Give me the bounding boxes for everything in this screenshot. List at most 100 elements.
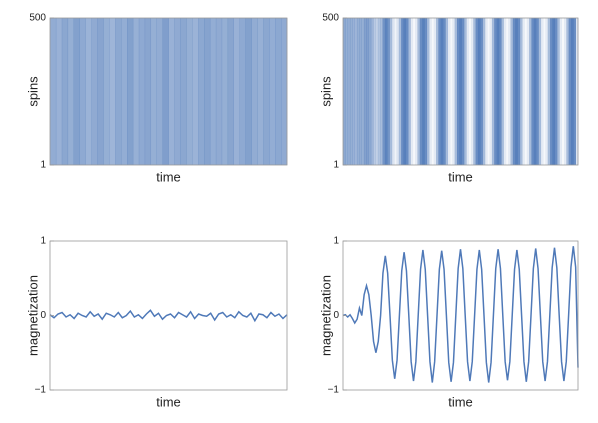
- spin-column: [398, 18, 402, 165]
- spin-column: [359, 18, 362, 165]
- spin-column: [91, 18, 98, 165]
- spin-column: [257, 18, 264, 165]
- spin-column: [557, 18, 560, 165]
- y-axis-label: spins: [318, 76, 333, 107]
- spin-column: [347, 18, 351, 165]
- spin-column: [156, 18, 163, 165]
- y-axis-label: magnetization: [318, 275, 333, 356]
- spin-column: [168, 18, 175, 165]
- spin-column: [401, 18, 404, 165]
- spin-column: [263, 18, 270, 165]
- spin-column: [375, 18, 379, 165]
- spin-column: [361, 18, 365, 165]
- spin-column: [61, 18, 69, 165]
- spin-column: [150, 18, 157, 165]
- spin-column: [443, 18, 446, 165]
- spin-column: [103, 18, 110, 165]
- y-tick-label: 0: [40, 310, 46, 321]
- spin-column: [561, 18, 565, 165]
- panel: 1 500 time spins: [25, 13, 288, 184]
- spin-column: [457, 18, 460, 165]
- y-tick-label: 1: [333, 160, 339, 171]
- y-tick-label: 1: [333, 236, 339, 247]
- y-axis-label: spins: [25, 76, 40, 107]
- spin-column: [573, 18, 576, 165]
- spin-column: [564, 18, 567, 165]
- spin-column: [138, 18, 146, 165]
- spin-column: [384, 18, 388, 165]
- spin-column: [67, 18, 74, 165]
- spin-column: [482, 18, 486, 165]
- spin-column: [452, 18, 455, 165]
- spin-column: [345, 18, 348, 165]
- spin-column: [559, 18, 563, 165]
- spin-column: [97, 18, 104, 165]
- spin-column: [50, 18, 57, 165]
- y-tick-label: 500: [322, 13, 339, 24]
- spin-column: [275, 18, 282, 165]
- spin-column: [505, 18, 509, 165]
- spin-column: [498, 18, 502, 165]
- spin-column: [354, 18, 358, 165]
- spin-column: [571, 18, 574, 165]
- spin-column: [515, 18, 518, 165]
- spin-column: [519, 18, 523, 165]
- spin-column: [121, 18, 128, 165]
- spin-column: [209, 18, 217, 165]
- spin-column: [543, 18, 546, 165]
- spin-column: [480, 18, 483, 165]
- spin-column: [269, 18, 276, 165]
- spin-column: [522, 18, 525, 165]
- spin-column: [473, 18, 476, 165]
- spin-column: [174, 18, 181, 165]
- spin-column: [417, 18, 421, 165]
- x-axis-label: time: [156, 169, 181, 184]
- spin-column: [491, 18, 495, 165]
- spin-column: [489, 18, 493, 165]
- spin-column: [475, 18, 479, 165]
- spin-column: [85, 18, 92, 165]
- panel: 1 500 time spins: [318, 13, 579, 184]
- spin-column: [115, 18, 122, 165]
- panel: −1 0 1 time magnetization: [318, 236, 579, 409]
- spin-column: [536, 18, 539, 165]
- spin-column: [415, 18, 418, 165]
- spin-column: [445, 18, 449, 165]
- spin-column: [424, 18, 428, 165]
- spin-column: [517, 18, 521, 165]
- spin-column: [408, 18, 411, 165]
- spin-column: [368, 18, 372, 165]
- spin-column: [352, 18, 355, 165]
- spin-column: [459, 18, 462, 165]
- spin-column: [552, 18, 556, 165]
- spin-column: [440, 18, 444, 165]
- magnetization-line: [49, 309, 288, 323]
- spin-column: [503, 18, 507, 165]
- spin-column: [403, 18, 407, 165]
- spin-column: [410, 18, 414, 165]
- spin-column: [470, 18, 474, 165]
- spin-column: [547, 18, 551, 165]
- spin-column: [251, 18, 258, 165]
- spin-column: [540, 18, 544, 165]
- spin-column: [568, 18, 572, 165]
- spin-column: [405, 18, 409, 165]
- spin-column: [198, 18, 205, 165]
- spin-column: [412, 18, 416, 165]
- spin-column: [545, 18, 549, 165]
- spin-column: [343, 18, 346, 165]
- spin-column: [215, 18, 223, 165]
- spin-column: [431, 18, 435, 165]
- spin-column: [533, 18, 537, 165]
- x-axis-label: time: [156, 394, 181, 409]
- spin-column: [162, 18, 169, 165]
- spin-column: [429, 18, 432, 165]
- spin-column: [391, 18, 395, 165]
- spin-column: [366, 18, 369, 165]
- y-tick-label: 1: [40, 160, 46, 171]
- spin-column: [508, 18, 511, 165]
- spin-column: [55, 18, 63, 165]
- spin-column: [132, 18, 140, 165]
- spin-column: [419, 18, 423, 165]
- y-tick-label: 0: [333, 310, 339, 321]
